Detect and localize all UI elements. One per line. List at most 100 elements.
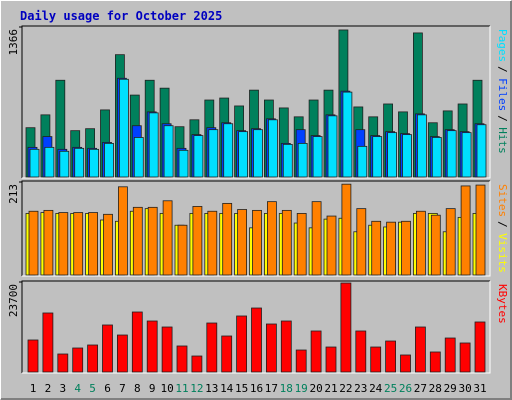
bar — [176, 345, 188, 373]
bar — [474, 321, 486, 373]
x-tick-label: 28 — [429, 382, 442, 395]
x-tick-label: 16 — [250, 382, 263, 395]
bar — [87, 344, 98, 373]
bar — [57, 353, 69, 373]
panel-shade — [21, 25, 490, 178]
bar — [236, 315, 248, 373]
bar — [357, 145, 368, 178]
bar — [161, 326, 173, 373]
bar — [147, 206, 158, 276]
x-tick-label: 8 — [134, 382, 141, 395]
bar — [282, 143, 293, 178]
x-tick-label: 14 — [220, 382, 234, 395]
bar — [206, 322, 218, 373]
panel-light — [22, 26, 491, 179]
bar — [191, 355, 203, 373]
legend-separator: / — [496, 221, 509, 228]
bar — [401, 220, 411, 276]
bar — [415, 210, 426, 276]
bar — [342, 91, 353, 178]
bar — [310, 330, 322, 373]
bar — [102, 324, 113, 373]
bar — [148, 112, 159, 178]
bar — [238, 131, 249, 178]
bar — [326, 215, 337, 276]
bar — [208, 129, 219, 178]
bar — [281, 209, 292, 276]
bar — [461, 132, 472, 178]
x-tick-label: 7 — [119, 382, 126, 395]
bar — [475, 184, 486, 276]
bar — [146, 320, 158, 373]
bar — [163, 125, 174, 178]
bar — [192, 206, 203, 276]
x-tick-label: 2 — [45, 382, 52, 395]
bar — [372, 136, 383, 178]
bar — [88, 212, 98, 276]
bar — [29, 148, 40, 178]
x-tick-label: 6 — [104, 382, 111, 395]
x-tick-label: 15 — [235, 382, 248, 395]
panel-shade — [21, 180, 490, 276]
x-tick-label: 1 — [30, 382, 37, 395]
bar — [459, 342, 471, 373]
bar — [118, 186, 128, 276]
x-tick-label: 31 — [473, 382, 486, 395]
bar — [221, 335, 233, 373]
legend-separator: / — [496, 115, 509, 122]
bar — [72, 347, 84, 373]
bar — [131, 311, 143, 373]
bar — [431, 137, 442, 178]
bar — [265, 323, 277, 373]
bar — [430, 214, 441, 276]
bar — [222, 202, 233, 276]
bar — [193, 135, 204, 178]
x-tick-label: 30 — [458, 382, 471, 395]
y-tick-label: 1366 — [7, 29, 20, 56]
bar — [312, 136, 323, 178]
bar — [476, 124, 487, 178]
bar — [386, 221, 397, 276]
bar — [340, 282, 352, 373]
x-tick-label: 22 — [339, 382, 352, 395]
bar — [371, 220, 382, 276]
bar — [104, 142, 114, 178]
bar — [416, 114, 427, 178]
bar — [402, 134, 412, 178]
bar — [253, 129, 263, 178]
x-tick-label: 25 — [384, 382, 397, 395]
bar — [355, 330, 367, 373]
bar — [74, 147, 85, 178]
bar — [325, 346, 337, 373]
bar — [280, 320, 292, 373]
chart-title: Daily usage for October 2025 — [20, 9, 222, 23]
bar — [73, 212, 84, 276]
legend-label: Sites — [496, 184, 509, 217]
x-tick-label: 20 — [309, 382, 322, 395]
x-tick-label: 19 — [295, 382, 308, 395]
x-tick-label: 12 — [190, 382, 203, 395]
bar — [444, 337, 456, 373]
x-tick-label: 11 — [175, 382, 188, 395]
bar — [460, 185, 471, 276]
bar — [44, 146, 55, 178]
legend-label: KBytes — [496, 284, 509, 324]
x-tick-label: 29 — [444, 382, 457, 395]
legend-label: Pages — [496, 29, 509, 62]
bar — [103, 213, 113, 276]
x-tick-label: 5 — [89, 382, 96, 395]
bar — [311, 201, 322, 276]
x-tick-label: 21 — [324, 382, 337, 395]
bar — [207, 210, 218, 276]
x-tick-label: 4 — [74, 382, 81, 395]
bar — [223, 123, 234, 178]
bar — [251, 307, 262, 373]
bar — [119, 78, 129, 178]
bar — [445, 208, 456, 276]
y-tick-label: 213 — [7, 184, 20, 204]
bar — [58, 212, 69, 276]
panel-light — [22, 281, 491, 374]
legend-label: Visits — [496, 233, 509, 273]
x-tick-label: 9 — [149, 382, 156, 395]
